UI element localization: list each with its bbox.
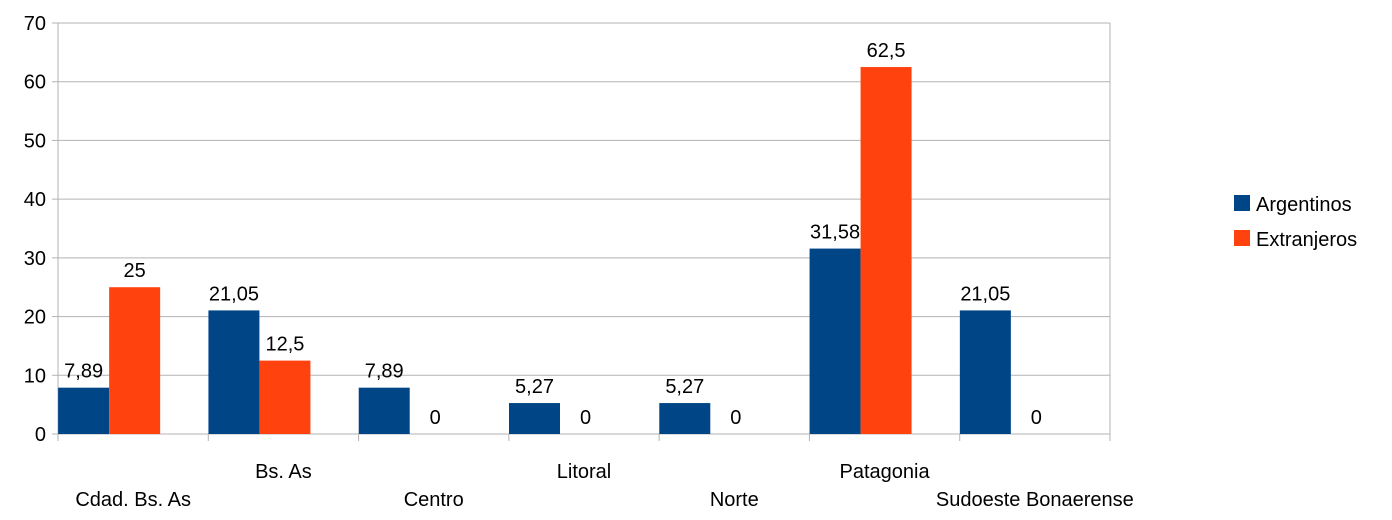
data-label-argentinos-3: 5,27 (515, 376, 554, 398)
x-tick-label: Cdad. Bs. As (75, 489, 191, 511)
bar-extranjeros-0 (109, 287, 161, 434)
data-label-extranjeros-6: 0 (1031, 407, 1042, 429)
x-tick-label: Litoral (557, 461, 611, 483)
bar-argentinos-3 (509, 403, 560, 434)
x-tick-label: Patagonia (840, 461, 931, 483)
labels-layer: 7,89 21,05 7,89 5,27 5,27 31,58 21,05 25 12,5 0 0 0… (64, 40, 1042, 429)
bar-argentinos-6 (959, 310, 1011, 434)
data-label-extranjeros-5: 62,5 (867, 40, 906, 62)
bar-argentinos-1 (208, 310, 260, 434)
data-label-extranjeros-0: 25 (124, 260, 146, 282)
bar-argentinos-5 (809, 248, 861, 434)
legend-swatch-extranjeros (1234, 230, 1250, 246)
bar-argentinos-0 (58, 387, 110, 434)
legend-label-argentinos: Argentinos (1256, 194, 1352, 216)
data-label-argentinos-4: 5,27 (665, 376, 704, 398)
y-tick-label: 40 (24, 189, 46, 211)
data-label-extranjeros-2: 0 (430, 407, 441, 429)
y-tick-label: 60 (24, 72, 46, 94)
legend-label-extranjeros: Extranjeros (1256, 229, 1357, 251)
bar-extranjeros-1 (259, 360, 311, 434)
data-label-argentinos-2: 7,89 (365, 361, 404, 383)
legend-swatch-argentinos (1234, 195, 1250, 211)
data-label-extranjeros-3: 0 (580, 407, 591, 429)
bar-argentinos-4 (659, 403, 711, 434)
y-tick-label: 10 (24, 365, 46, 387)
legend: Argentinos Extranjeros (1234, 194, 1357, 251)
x-tick-label: Sudoeste Bonaerense (936, 489, 1134, 511)
y-tick-label: 0 (35, 424, 46, 446)
data-label-extranjeros-4: 0 (730, 407, 741, 429)
y-tick-label: 70 (24, 13, 46, 35)
x-tick-label: Norte (710, 489, 759, 511)
bars-layer (58, 67, 1011, 435)
x-tick-label: Centro (404, 489, 464, 511)
y-tick-label: 50 (24, 130, 46, 152)
data-label-argentinos-6: 21,05 (960, 283, 1010, 305)
y-tick-label: 30 (24, 248, 46, 270)
y-tick-label: 20 (24, 307, 46, 329)
data-label-argentinos-1: 21,05 (209, 283, 259, 305)
data-label-argentinos-0: 7,89 (64, 361, 103, 383)
data-label-argentinos-5: 31,58 (810, 222, 860, 244)
data-label-extranjeros-1: 12,5 (265, 334, 304, 356)
x-tick-label: Bs. As (255, 461, 312, 483)
axis-layer: 0 10 20 30 40 50 60 70 Cdad. Bs. As Bs. As Centro L… (24, 13, 1134, 511)
bar-argentinos-2 (358, 387, 410, 434)
bar-extranjeros-5 (860, 67, 912, 435)
